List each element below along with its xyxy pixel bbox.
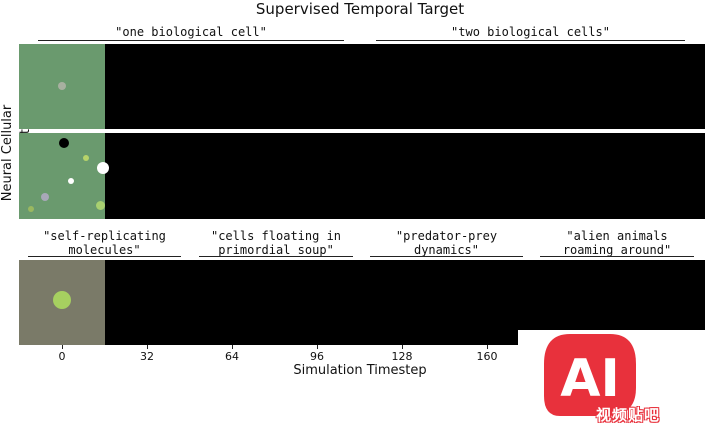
x-tick-label: 96 xyxy=(310,350,324,363)
cell-dot xyxy=(68,178,74,184)
nca-row-1 xyxy=(19,44,705,129)
svg-text:AI: AI xyxy=(560,349,620,409)
x-tick-mark xyxy=(232,345,233,349)
caption-predator-prey-dynamics: "predator-prey dynamics" xyxy=(395,229,498,257)
cell-dot xyxy=(83,155,89,161)
x-tick-mark xyxy=(147,345,148,349)
caption-cells-floating-in-primordial-soup: "cells floating in primordial soup" xyxy=(210,229,342,257)
y-axis-label: Neural Cellular Automata xyxy=(0,104,33,202)
x-tick-label: 32 xyxy=(140,350,154,363)
x-tick-label: 0 xyxy=(58,350,66,363)
caption-rule xyxy=(28,256,181,257)
cell-dot xyxy=(53,291,71,309)
x-tick-mark xyxy=(402,345,403,349)
x-tick-label: 128 xyxy=(391,350,413,363)
frame-t0-row-3 xyxy=(19,260,105,345)
cell-dot xyxy=(97,162,109,174)
cell-dot xyxy=(28,206,34,212)
caption-rule xyxy=(540,256,694,257)
caption-rule xyxy=(370,256,523,257)
caption-alien-animals-roaming-around: "alien animals roaming around" xyxy=(562,229,672,257)
caption-one-biological-cell: "one biological cell" xyxy=(115,25,267,39)
caption-rule xyxy=(38,40,344,41)
figure-title: Supervised Temporal Target xyxy=(255,0,465,18)
x-tick-label: 64 xyxy=(225,350,239,363)
x-tick-mark xyxy=(487,345,488,349)
caption-rule xyxy=(376,40,685,41)
cell-dot xyxy=(96,201,105,210)
watermark-logo-icon: AI xyxy=(544,334,636,416)
cell-dot xyxy=(58,82,66,90)
caption-self-replicating-molecules: "self-replicating molecules" xyxy=(43,229,166,257)
cell-dot xyxy=(41,193,49,201)
frame-t0-row-2 xyxy=(19,133,109,219)
x-tick-mark xyxy=(317,345,318,349)
frame-t0-row-1 xyxy=(19,44,105,129)
nca-row-2 xyxy=(19,133,705,219)
caption-rule xyxy=(199,256,353,257)
x-tick-label: 160 xyxy=(476,350,498,363)
watermark-text: 视频贴吧 xyxy=(596,406,661,424)
x-axis-label: Simulation Timestep xyxy=(293,363,427,378)
caption-two-biological-cells: "two biological cells" xyxy=(451,25,610,39)
cell-dot xyxy=(59,138,69,148)
nca-row-3 xyxy=(19,260,705,345)
x-tick-mark xyxy=(62,345,63,349)
